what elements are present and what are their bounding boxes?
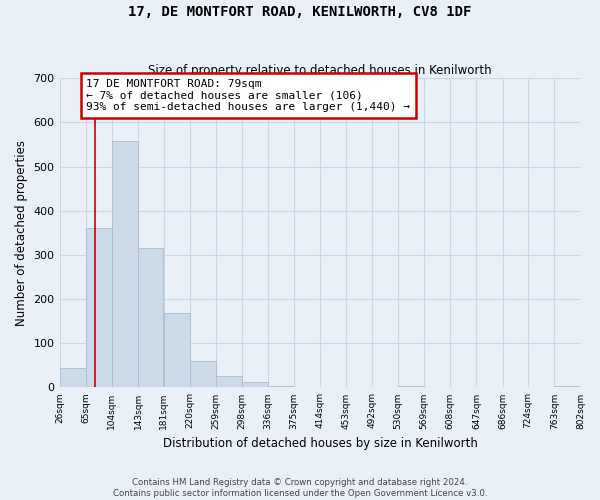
Bar — [190, 361, 216, 388]
Bar — [86, 228, 112, 388]
Bar — [59, 368, 86, 388]
Text: Contains HM Land Registry data © Crown copyright and database right 2024.
Contai: Contains HM Land Registry data © Crown c… — [113, 478, 487, 498]
Y-axis label: Number of detached properties: Number of detached properties — [15, 140, 28, 326]
Bar — [138, 248, 163, 388]
Text: 17, DE MONTFORT ROAD, KENILWORTH, CV8 1DF: 17, DE MONTFORT ROAD, KENILWORTH, CV8 1D… — [128, 5, 472, 19]
Title: Size of property relative to detached houses in Kenilworth: Size of property relative to detached ho… — [148, 64, 492, 77]
Bar — [112, 142, 138, 388]
X-axis label: Distribution of detached houses by size in Kenilworth: Distribution of detached houses by size … — [163, 437, 478, 450]
Text: 17 DE MONTFORT ROAD: 79sqm
← 7% of detached houses are smaller (106)
93% of semi: 17 DE MONTFORT ROAD: 79sqm ← 7% of detac… — [86, 79, 410, 112]
Bar — [164, 313, 190, 388]
Bar — [398, 386, 424, 388]
Bar — [268, 386, 294, 388]
Bar — [216, 376, 242, 388]
Bar — [242, 382, 268, 388]
Bar — [554, 386, 580, 388]
